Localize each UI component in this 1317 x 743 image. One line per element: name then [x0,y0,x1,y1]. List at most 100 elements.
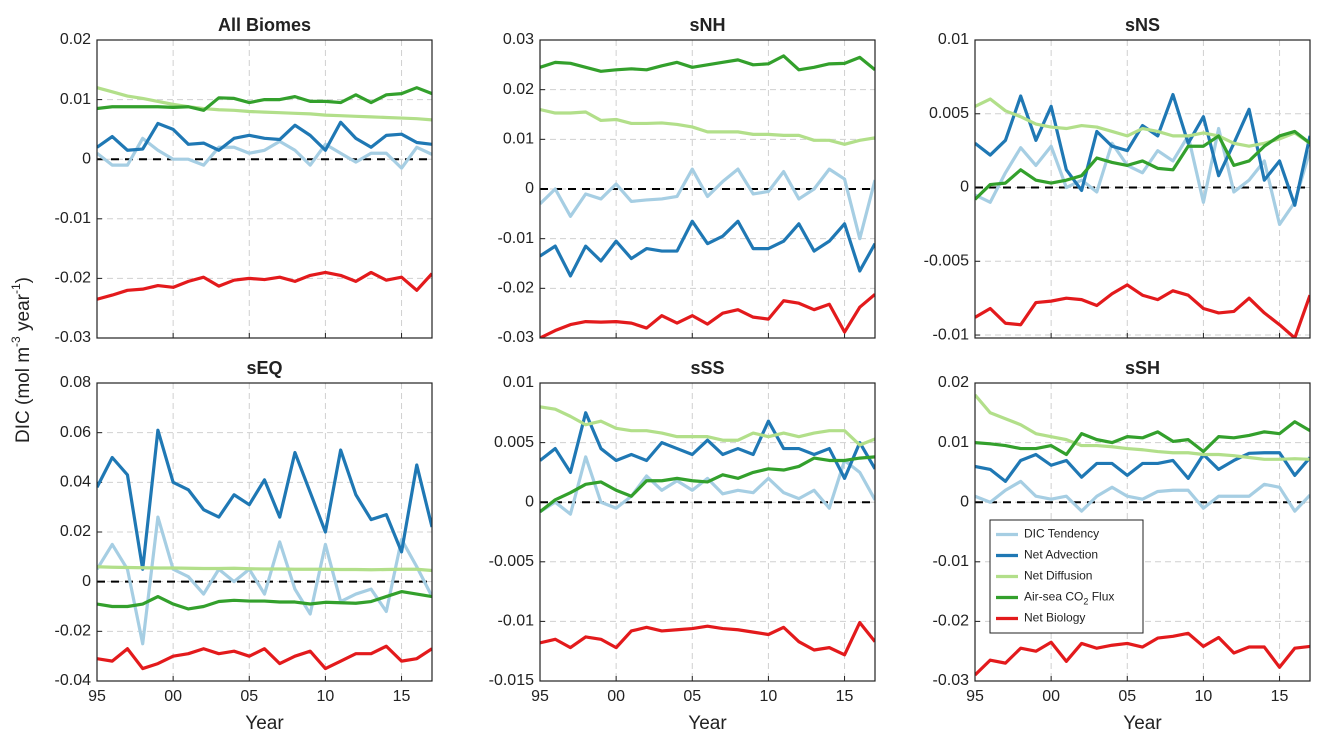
y-tick-label: -0.01 [498,230,535,247]
y-tick-label: 0 [525,493,534,510]
y-axis-label-sup: -3 [9,336,23,347]
x-tick-label: 05 [683,688,701,705]
x-tick-label: 05 [240,688,258,705]
y-axis-label-part: DIC (mol m [13,347,34,443]
y-axis-label-part: ) [13,277,34,283]
x-tick-label: 95 [531,688,549,705]
data-line [975,283,1310,338]
y-tick-label: 0.06 [60,424,91,441]
axes-frame [974,382,1311,682]
data-line [975,479,1310,513]
x-tick-label: 10 [317,688,335,705]
y-tick-label: -0.02 [55,270,92,287]
data-line [975,631,1310,677]
y-tick-label: 0.02 [938,374,969,391]
data-line [97,270,432,301]
y-tick-label: -0.005 [489,553,534,570]
data-line [97,120,432,152]
data-line [975,97,1310,148]
x-tick-label: 95 [966,688,984,705]
y-tick-label: 0.03 [503,31,534,48]
chart-title: All Biomes [218,15,311,35]
axes-frame [539,39,876,339]
data-line [975,393,1310,461]
y-tick-label: 0.04 [60,474,91,491]
x-tick-label: 00 [607,688,625,705]
chart-title: sSH [1125,358,1160,378]
y-tick-label: -0.01 [498,613,535,630]
data-line [540,107,875,146]
chart-title: sEQ [246,358,282,378]
x-tick-label: 00 [1042,688,1060,705]
y-tick-label: 0.02 [60,523,91,540]
legend-label: Air-sea CO2 Flux [1024,590,1114,607]
panel: -0.03 -0.02 -0.01 0 0.01 0.02 All Biomes [55,15,433,346]
axes-frame [96,39,433,339]
y-tick-label: 0 [82,150,91,167]
panel: -0.015 -0.01 -0.005 0 0.005 0.01 95 00 05 10 15 sSS… [489,358,876,734]
y-tick-label: -0.02 [55,623,92,640]
legend: DIC Tendency Net Advection Net Diffusion Ai… [989,519,1144,634]
data-line [540,167,875,241]
y-tick-label: -0.005 [924,253,969,270]
x-tick-label: 00 [164,688,182,705]
data-line [97,136,432,170]
y-tick-label: 0 [82,573,91,590]
legend-label: Net Biology [1024,611,1085,625]
x-tick-label: 15 [1271,688,1289,705]
chart-title: sNS [1125,15,1160,35]
legend-label: Net Advection [1024,548,1098,562]
data-line [97,565,432,573]
y-tick-label: -0.01 [933,553,970,570]
y-tick-label: -0.03 [498,329,535,346]
axes-frame [96,382,433,682]
y-tick-label: -0.02 [933,613,970,630]
y-axis-label: DIC (mol m-3 year-1) [9,277,34,443]
chart-title: sNH [689,15,725,35]
y-tick-label: 0 [960,493,969,510]
y-tick-label: -0.02 [498,280,535,297]
x-tick-label: 05 [1118,688,1136,705]
y-tick-label: 0.08 [60,374,91,391]
panel: -0.03 -0.02 -0.01 0 0.01 0.02 95 00 05 10 15 sSH Yea… [933,358,1311,734]
x-tick-label: 95 [88,688,106,705]
panel: -0.01 -0.005 0 0.005 0.01 sNS [924,15,1311,343]
y-tick-label: 0.01 [503,374,534,391]
y-tick-label: 0 [960,179,969,196]
y-tick-label: 0.005 [494,434,534,451]
x-tick-label: 10 [760,688,778,705]
data-line [540,455,875,513]
data-line [97,428,432,571]
y-tick-label: 0.005 [929,105,969,122]
axes-frame [539,382,876,682]
data-line [540,405,875,447]
data-line [975,126,1310,227]
data-line [97,86,432,122]
y-axis-label-sup: -1 [9,283,23,294]
data-line [975,129,1310,201]
y-tick-label: 0.02 [503,81,534,98]
panel: -0.04 -0.02 0 0.02 0.04 0.06 0.08 95 00 05 10 15 sEQ… [55,358,433,734]
chart-title: sSS [690,358,724,378]
y-tick-label: 0.01 [503,131,534,148]
x-tick-label: 15 [393,688,411,705]
y-tick-label: -0.01 [933,326,970,343]
y-tick-label: -0.04 [55,672,92,689]
x-axis-label: Year [688,713,727,734]
data-line [975,451,1310,483]
y-tick-label: -0.015 [489,672,534,689]
x-tick-label: 15 [836,688,854,705]
data-line [540,54,875,73]
x-tick-label: 10 [1195,688,1213,705]
legend-label-part: Flux [1088,590,1114,604]
data-line [975,420,1310,457]
axes-frame [974,39,1311,339]
x-axis-label: Year [1123,713,1162,734]
legend-label: DIC Tendency [1024,527,1099,541]
data-line [97,515,432,646]
y-tick-label: 0.02 [60,31,91,48]
panel: -0.03 -0.02 -0.01 0 0.01 0.02 0.03 sNH [498,15,876,346]
data-line [540,219,875,278]
